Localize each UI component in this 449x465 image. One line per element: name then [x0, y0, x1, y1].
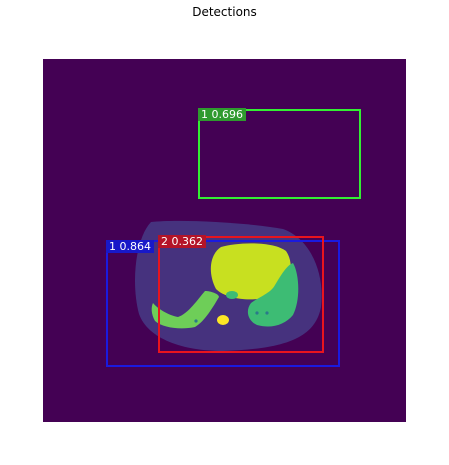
vessel-dot	[265, 311, 269, 315]
organ-small	[226, 291, 238, 299]
vessel-dot	[255, 311, 259, 315]
detection-label-blue: 1 0.864	[106, 240, 154, 253]
figure-title: Detections	[192, 5, 257, 19]
organ-left	[151, 291, 219, 329]
liver-organ	[210, 243, 291, 300]
detection-label-red: 2 0.362	[158, 235, 206, 248]
detection-box-red	[158, 236, 324, 353]
detection-label-green: 1 0.696	[198, 108, 246, 121]
scan-image-panel: 1 0.696 1 0.864 2 0.362	[43, 59, 406, 422]
detection-box-green	[198, 109, 361, 199]
organ-right	[247, 263, 299, 327]
detection-box-blue	[106, 240, 340, 367]
vessel-dot	[194, 319, 198, 323]
spine-organ	[217, 315, 229, 325]
